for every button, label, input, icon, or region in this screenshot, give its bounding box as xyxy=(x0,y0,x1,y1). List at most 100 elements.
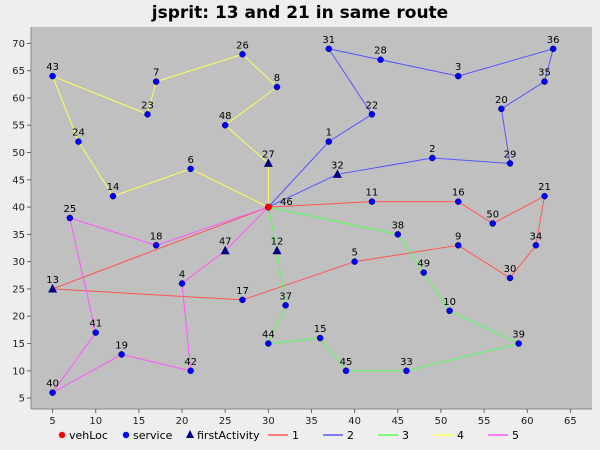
x-tick-label: 15 xyxy=(133,416,146,427)
legend-first-activity-marker xyxy=(186,430,194,438)
point-label-24: 24 xyxy=(72,128,85,139)
point-label-11: 11 xyxy=(366,188,379,199)
service-point-19 xyxy=(118,351,125,358)
point-label-33: 33 xyxy=(400,357,413,368)
legend-label: 2 xyxy=(347,429,354,442)
point-label-41: 41 xyxy=(89,319,102,330)
y-tick-label: 5 xyxy=(19,394,25,405)
point-label-17: 17 xyxy=(236,286,249,297)
service-point-28 xyxy=(377,56,384,63)
point-label-16: 16 xyxy=(452,188,465,199)
service-point-29 xyxy=(506,160,514,167)
point-label-21: 21 xyxy=(538,182,551,193)
service-point-17 xyxy=(239,296,246,304)
service-point-45 xyxy=(342,367,350,375)
first-activity-marker-27 xyxy=(263,158,273,167)
point-label-28: 28 xyxy=(374,46,387,57)
point-label-44: 44 xyxy=(262,330,275,341)
point-label-35: 35 xyxy=(538,68,551,79)
service-point-10 xyxy=(446,307,453,315)
point-label-12: 12 xyxy=(271,237,284,248)
point-label-31: 31 xyxy=(322,35,335,46)
point-label-37: 37 xyxy=(279,291,292,302)
point-label-40: 40 xyxy=(46,379,59,390)
x-tick-label: 50 xyxy=(435,416,448,427)
legend-label: 4 xyxy=(457,429,464,442)
y-tick-label: 60 xyxy=(12,93,25,104)
y-tick-label: 35 xyxy=(12,230,25,241)
route-3-line xyxy=(267,206,521,372)
point-label-49: 49 xyxy=(417,259,430,270)
x-tick-label: 65 xyxy=(564,416,577,427)
x-tick-label: 25 xyxy=(219,416,232,427)
point-label-26: 26 xyxy=(236,40,249,51)
legend-vehLoc-marker xyxy=(58,431,66,439)
service-point-42 xyxy=(187,367,194,375)
y-tick-label: 25 xyxy=(12,284,25,295)
service-point-1 xyxy=(325,138,333,145)
point-label-14: 14 xyxy=(107,182,120,193)
x-tick-label: 35 xyxy=(305,416,318,427)
point-label-7: 7 xyxy=(153,68,159,79)
y-tick-label: 50 xyxy=(12,148,25,159)
service-point-7 xyxy=(152,78,160,85)
service-point-44 xyxy=(265,340,272,347)
service-point-9 xyxy=(454,242,462,249)
service-point-36 xyxy=(549,45,557,53)
point-label-27: 27 xyxy=(262,149,275,160)
service-point-6 xyxy=(187,165,194,173)
point-label-5: 5 xyxy=(351,248,357,259)
service-point-31 xyxy=(325,45,333,53)
axes: 5 10 15 20 25 30 35 40 45 50 55 60 65510152025303540… xyxy=(12,27,592,427)
point-label-22: 22 xyxy=(366,100,379,111)
y-tick-label: 10 xyxy=(12,366,25,377)
point-label-15: 15 xyxy=(314,324,327,335)
route-5-line xyxy=(52,206,269,394)
service-point-25 xyxy=(66,214,74,222)
point-label-6: 6 xyxy=(187,155,193,166)
service-point-3 xyxy=(454,72,462,80)
x-tick-label: 10 xyxy=(89,416,102,427)
x-tick-label: 55 xyxy=(478,416,491,427)
point-label-43: 43 xyxy=(46,62,59,73)
point-label-9: 9 xyxy=(455,231,461,242)
legend-label: firstActivity xyxy=(197,429,260,442)
service-point-8 xyxy=(273,83,281,91)
point-label-30: 30 xyxy=(504,264,517,275)
service-point-23 xyxy=(144,111,151,118)
legend-label: 3 xyxy=(402,429,409,442)
first-activity-marker-32 xyxy=(332,169,342,178)
service-point-16 xyxy=(454,198,462,205)
service-point-15 xyxy=(316,334,324,342)
service-point-34 xyxy=(532,242,540,249)
service-point-41 xyxy=(92,329,99,336)
x-tick-label: 20 xyxy=(176,416,189,427)
point-label-39: 39 xyxy=(512,330,525,341)
point-label-2: 2 xyxy=(429,144,435,155)
service-point-40 xyxy=(49,389,56,396)
service-point-5 xyxy=(351,258,358,265)
point-label-45: 45 xyxy=(340,357,353,368)
legend-service-marker xyxy=(122,431,130,439)
point-label-4: 4 xyxy=(179,269,185,280)
point-label-13: 13 xyxy=(46,275,59,286)
first-activity-marker-47 xyxy=(220,245,230,255)
y-tick-label: 15 xyxy=(12,339,25,350)
service-point-39 xyxy=(515,340,522,347)
legend-label: 1 xyxy=(292,429,299,442)
y-tick-label: 30 xyxy=(12,257,25,268)
service-points xyxy=(48,45,557,396)
service-point-22 xyxy=(368,111,376,118)
service-point-30 xyxy=(506,274,514,282)
y-tick-label: 45 xyxy=(12,175,25,186)
service-point-50 xyxy=(489,220,496,227)
point-label-50: 50 xyxy=(486,209,499,220)
y-tick-label: 55 xyxy=(12,121,25,132)
point-label-8: 8 xyxy=(274,73,280,84)
first-activity-marker-13 xyxy=(48,283,58,293)
point-label-42: 42 xyxy=(184,357,197,368)
service-point-11 xyxy=(368,198,376,205)
service-point-37 xyxy=(282,302,289,309)
